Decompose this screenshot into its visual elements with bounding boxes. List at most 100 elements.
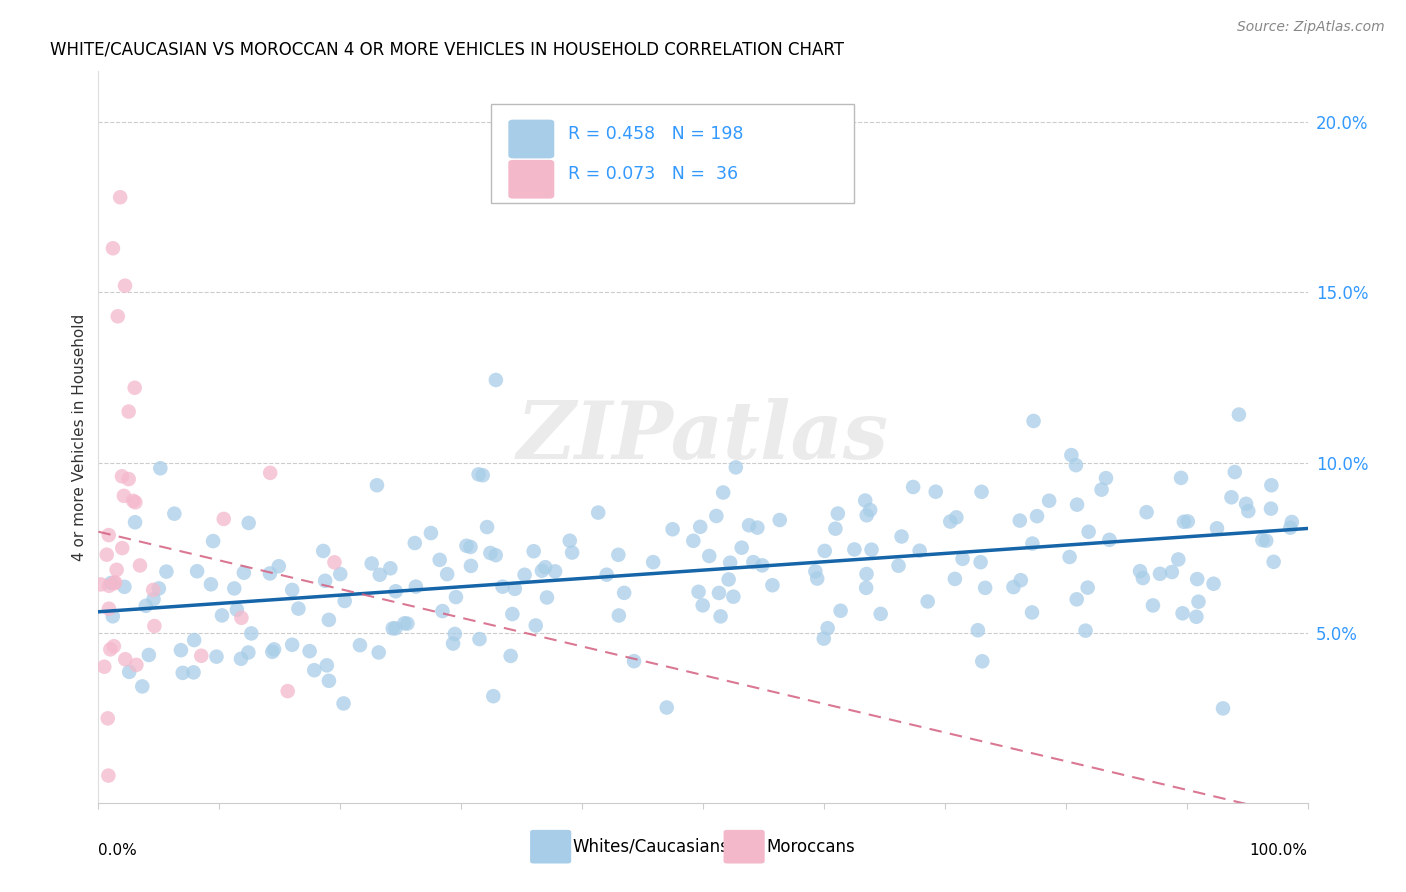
Point (806, 572, 828, 586)
Point (1251, 533, 1274, 548)
Point (1187, 572, 1209, 586)
Point (731, 541, 754, 555)
Point (135, 599, 157, 613)
Point (901, 480, 924, 494)
Point (114, 652, 136, 666)
FancyBboxPatch shape (509, 160, 554, 199)
Point (747, 520, 769, 534)
Point (98, 579, 121, 593)
Point (536, 591, 558, 605)
Point (183, 633, 205, 648)
Point (108, 190, 131, 204)
Point (1279, 521, 1302, 535)
Point (534, 560, 557, 574)
Point (704, 508, 727, 523)
Point (366, 478, 388, 492)
Point (97, 711, 120, 725)
Point (349, 638, 371, 652)
Point (925, 484, 948, 499)
Point (974, 581, 997, 595)
Point (429, 553, 451, 567)
Point (323, 555, 346, 569)
FancyBboxPatch shape (530, 830, 571, 863)
Point (475, 520, 498, 534)
Point (118, 665, 141, 679)
Point (112, 580, 135, 594)
Point (315, 658, 337, 673)
Point (101, 241, 124, 255)
Point (1212, 701, 1234, 715)
Point (887, 558, 910, 573)
Point (1187, 595, 1209, 609)
Point (186, 564, 208, 578)
Point (240, 626, 263, 640)
Point (238, 645, 260, 659)
Point (855, 566, 877, 581)
Point (419, 526, 441, 541)
Point (643, 555, 665, 569)
Point (149, 461, 172, 475)
Point (287, 601, 309, 615)
Point (1256, 533, 1278, 548)
Point (111, 541, 134, 555)
Text: 100.0%: 100.0% (1250, 843, 1308, 858)
Point (155, 565, 177, 579)
Point (738, 518, 761, 533)
Point (1021, 606, 1043, 620)
Point (1206, 521, 1229, 535)
Point (972, 654, 994, 668)
Point (1026, 509, 1049, 524)
Point (479, 546, 502, 560)
Point (460, 558, 482, 573)
Point (263, 642, 285, 657)
Point (709, 609, 731, 624)
Point (101, 609, 124, 624)
Point (107, 310, 129, 324)
Point (314, 574, 336, 588)
FancyBboxPatch shape (724, 830, 765, 863)
Point (1074, 624, 1097, 638)
Point (111, 469, 134, 483)
Text: Moroccans: Moroccans (766, 838, 855, 855)
Point (969, 555, 991, 569)
Text: WHITE/CAUCASIAN VS MOROCCAN 4 OR MORE VEHICLES IN HOUSEHOLD CORRELATION CHART: WHITE/CAUCASIAN VS MOROCCAN 4 OR MORE VE… (51, 41, 844, 59)
Point (122, 493, 145, 508)
Point (124, 495, 146, 509)
Point (1170, 471, 1192, 485)
Point (104, 575, 127, 590)
Point (468, 632, 491, 646)
Point (939, 515, 962, 529)
Point (827, 507, 849, 521)
Point (118, 404, 141, 418)
Point (432, 604, 454, 618)
Point (138, 648, 160, 662)
Point (814, 544, 837, 558)
Point (1002, 580, 1025, 594)
Point (333, 594, 356, 608)
Point (229, 652, 252, 666)
Point (1149, 566, 1171, 581)
Point (1177, 515, 1199, 529)
Point (97, 528, 120, 542)
Point (124, 515, 146, 529)
Point (163, 507, 186, 521)
Point (381, 621, 404, 635)
Point (98, 642, 121, 657)
Point (1022, 414, 1045, 428)
Point (723, 590, 745, 604)
Point (380, 561, 402, 575)
Point (501, 607, 523, 621)
Point (1066, 498, 1088, 512)
Point (259, 566, 281, 581)
Point (1021, 536, 1043, 550)
Point (183, 665, 205, 680)
Point (952, 552, 974, 566)
Point (607, 548, 630, 562)
Point (855, 581, 877, 595)
Point (444, 627, 467, 641)
Point (692, 599, 714, 613)
Point (1263, 555, 1285, 569)
Point (1167, 552, 1189, 566)
Point (1234, 497, 1257, 511)
Point (853, 493, 876, 508)
